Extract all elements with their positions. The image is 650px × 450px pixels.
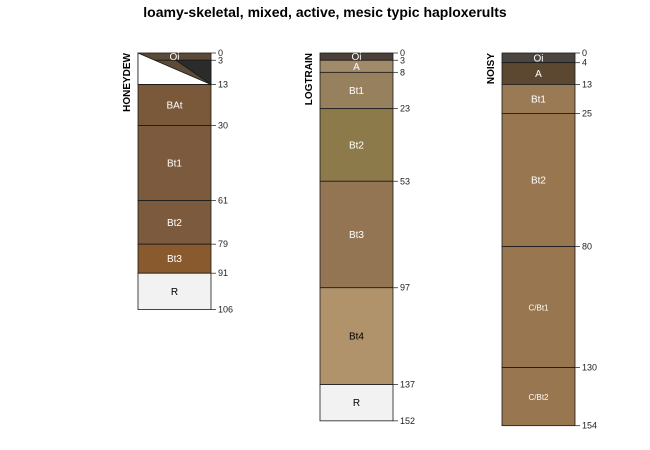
horizon-r — [137, 272, 212, 310]
depth-label: 3 — [218, 55, 223, 65]
depth-label: 13 — [582, 79, 592, 89]
horizon-label: Bt1 — [349, 86, 364, 97]
depth-label: 80 — [582, 242, 592, 252]
horizon-label: BAt — [166, 101, 182, 112]
horizon-bt1 — [137, 125, 212, 202]
horizon-label: Bt4 — [349, 332, 364, 343]
profile-name: NOISY — [486, 53, 497, 84]
horizon-label: A — [535, 69, 542, 80]
irregular-boundary-dark — [174, 59, 212, 86]
horizon-label: R — [353, 398, 360, 409]
horizon-label: A — [353, 62, 360, 73]
horizon-bt3 — [137, 243, 212, 274]
horizon-label: Bt2 — [349, 140, 364, 151]
horizon-c-bt1 — [501, 246, 576, 369]
horizon-label: Oi — [352, 52, 362, 63]
horizon-bt2 — [501, 113, 576, 248]
depth-label: 61 — [218, 196, 228, 206]
horizon-label: C/Bt1 — [528, 304, 549, 313]
horizon-label: Oi — [534, 53, 544, 64]
horizon-bat — [137, 84, 212, 126]
horizon-label: Oi — [170, 52, 180, 63]
depth-label: 130 — [582, 363, 597, 373]
depth-label: 0 — [400, 48, 405, 58]
horizon-label: Bt1 — [167, 159, 182, 170]
depth-label: 13 — [218, 79, 228, 89]
horizon-c-bt2 — [501, 367, 576, 427]
depth-label: 106 — [218, 305, 233, 315]
profile-name: HONEYDEW — [122, 52, 133, 111]
horizon-label: Bt1 — [531, 94, 546, 105]
profile-logtrain: LOGTRAIN OiA Bt1 Bt2 Bt3 Bt4 R 03 8 23 53 97 137 152 — [304, 48, 415, 426]
horizon-bt1 — [319, 71, 394, 110]
depth-label: 137 — [400, 380, 415, 390]
depth-label: 154 — [582, 421, 597, 431]
horizon-bt4 — [319, 287, 394, 385]
depth-label: 0 — [218, 48, 223, 58]
depth-label: 91 — [218, 268, 228, 278]
diagram-title: loamy-skeletal, mixed, active, mesic typ… — [143, 4, 507, 20]
horizon-r — [319, 384, 394, 422]
depth-label: 79 — [218, 239, 228, 249]
profiles-group: HONEYDEWOiABAtBt1Bt2Bt3R031330617991106L… — [122, 48, 597, 431]
horizon-bt1 — [501, 84, 576, 114]
depth-label: 97 — [400, 283, 410, 293]
depth-label: 152 — [400, 416, 415, 426]
horizon-label: Bt3 — [167, 254, 182, 265]
horizon-label: Bt3 — [349, 230, 364, 241]
depth-label: 53 — [400, 176, 410, 186]
depth-label: 0 — [582, 48, 587, 58]
depth-label: 4 — [582, 58, 587, 68]
horizon-label: R — [171, 287, 178, 298]
horizon-label: Bt2 — [167, 218, 182, 229]
horizon-bt2 — [137, 200, 212, 245]
horizon-label: C/Bt2 — [528, 393, 549, 402]
depth-label: 8 — [400, 67, 405, 77]
depth-label: 23 — [400, 104, 410, 114]
irregular-boundary-fill — [137, 52, 212, 85]
horizon-bt3 — [319, 180, 394, 289]
depth-label: 30 — [218, 121, 228, 131]
profile-name: LOGTRAIN — [304, 53, 315, 105]
depth-label: 25 — [582, 109, 592, 119]
depth-label: 3 — [400, 55, 405, 65]
profile-honeydew: HONEYDEWOiABAtBt1Bt2Bt3R031330617991106 — [122, 48, 233, 315]
horizon-label: Bt2 — [531, 176, 546, 187]
profile-noisy: NOISY Oi A Bt1 Bt2 C/Bt1 C/Bt2 04 13 25 80 130 154 — [486, 48, 597, 431]
horizon-bt2 — [319, 108, 394, 182]
